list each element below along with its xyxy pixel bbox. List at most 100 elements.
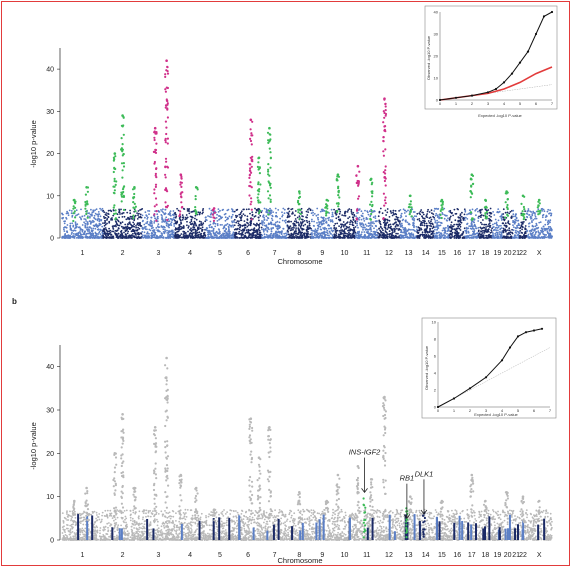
peak-point xyxy=(180,185,183,188)
data-point xyxy=(486,237,489,239)
data-point xyxy=(331,234,334,237)
peak-top-point xyxy=(521,194,525,198)
data-point xyxy=(500,231,502,234)
data-point xyxy=(201,223,204,226)
data-point xyxy=(462,230,465,233)
data-point xyxy=(96,218,99,221)
data-point xyxy=(116,213,119,216)
data-point xyxy=(385,214,387,216)
peak-point xyxy=(384,184,387,187)
data-point xyxy=(262,214,265,217)
data-point xyxy=(128,221,131,224)
data-point xyxy=(77,234,79,237)
data-point xyxy=(418,227,421,229)
data-point xyxy=(466,223,468,226)
data-point xyxy=(125,235,128,237)
data-point xyxy=(336,222,339,225)
data-point xyxy=(319,228,322,231)
data-point xyxy=(138,212,140,215)
data-point xyxy=(284,219,287,222)
data-point xyxy=(343,228,346,231)
data-point xyxy=(252,228,255,231)
data-point xyxy=(269,207,271,210)
data-point xyxy=(397,219,400,222)
data-point xyxy=(194,228,197,231)
data-point xyxy=(144,216,146,219)
data-point xyxy=(157,223,160,226)
data-point xyxy=(267,217,270,220)
data-point xyxy=(365,236,368,239)
peak-point xyxy=(249,203,252,206)
peak-point xyxy=(268,147,271,150)
peak-point xyxy=(180,181,183,184)
data-point xyxy=(120,225,123,228)
data-point xyxy=(335,229,338,232)
data-point xyxy=(271,214,273,217)
data-point xyxy=(287,213,290,216)
peak-point xyxy=(298,217,301,220)
peak-point xyxy=(249,185,252,188)
data-point xyxy=(296,216,299,219)
x-tick-label: 16 xyxy=(453,250,461,257)
data-point xyxy=(137,210,140,212)
data-point xyxy=(417,236,420,239)
data-point xyxy=(153,222,156,224)
data-point xyxy=(538,233,541,236)
data-point xyxy=(164,230,167,233)
data-point xyxy=(499,215,502,218)
data-point xyxy=(378,210,381,213)
data-point xyxy=(171,233,174,236)
data-point xyxy=(426,236,429,238)
peak-point xyxy=(85,212,88,216)
data-point xyxy=(521,236,524,239)
data-point xyxy=(271,237,274,239)
data-point xyxy=(384,226,387,229)
data-point xyxy=(112,214,115,217)
data-point xyxy=(469,236,471,239)
data-point xyxy=(221,209,224,212)
data-point xyxy=(119,213,121,215)
data-point xyxy=(86,221,89,223)
data-point xyxy=(340,231,342,233)
data-point xyxy=(244,232,247,235)
data-point xyxy=(164,220,167,223)
peak-point xyxy=(165,126,168,129)
data-point xyxy=(191,216,194,219)
peak-point xyxy=(297,199,300,202)
data-point xyxy=(249,212,251,215)
data-point xyxy=(198,224,201,227)
data-point xyxy=(328,231,331,233)
data-point xyxy=(258,237,261,239)
data-point xyxy=(367,225,370,228)
data-point xyxy=(496,224,498,227)
data-point xyxy=(103,222,106,225)
data-point xyxy=(393,236,395,239)
data-point xyxy=(312,211,314,214)
data-point xyxy=(500,219,503,221)
data-point xyxy=(444,237,447,239)
data-point xyxy=(235,221,238,224)
data-point xyxy=(317,227,319,230)
data-point xyxy=(161,210,164,213)
data-point xyxy=(240,217,242,220)
data-point xyxy=(433,207,436,210)
data-point xyxy=(100,219,102,222)
data-point xyxy=(89,232,92,235)
data-point xyxy=(86,228,89,231)
peak-point xyxy=(258,172,261,175)
data-point xyxy=(200,234,203,237)
data-point xyxy=(124,235,126,238)
data-point xyxy=(373,210,375,212)
data-point xyxy=(112,237,115,239)
data-point xyxy=(431,223,434,226)
peak-top-point xyxy=(440,198,444,202)
data-point xyxy=(257,216,260,219)
data-point xyxy=(167,225,170,228)
data-point xyxy=(212,222,215,225)
data-point xyxy=(345,222,348,225)
data-point xyxy=(531,214,534,217)
data-point xyxy=(294,214,296,217)
data-point xyxy=(461,211,463,214)
data-point xyxy=(382,237,385,239)
data-point xyxy=(105,214,108,217)
